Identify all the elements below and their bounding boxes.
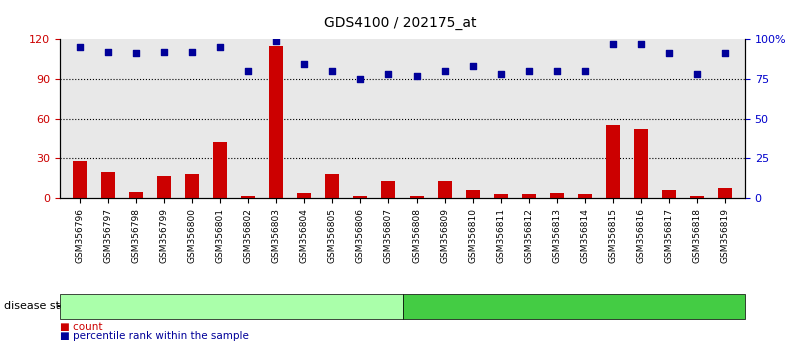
Bar (662, 190, 676, 198)
Point (718, 50, 731, 56)
Bar (409, 195, 424, 198)
Point (494, 71, 507, 77)
Text: healthy control: healthy control (532, 301, 616, 311)
Bar (381, 181, 396, 198)
Bar (73, 161, 87, 198)
Point (298, 62, 311, 67)
Point (550, 68, 563, 74)
Bar (353, 195, 368, 198)
Text: GDS4100 / 202175_at: GDS4100 / 202175_at (324, 16, 477, 30)
Text: ■ percentile rank within the sample: ■ percentile rank within the sample (60, 331, 249, 341)
Bar (690, 195, 704, 198)
Bar (606, 125, 620, 198)
Point (662, 50, 675, 56)
Point (578, 68, 591, 74)
Point (354, 76, 367, 81)
Point (270, 38, 283, 43)
Point (158, 49, 171, 55)
Point (130, 50, 143, 56)
Bar (269, 46, 284, 198)
Bar (521, 194, 536, 198)
Bar (437, 181, 452, 198)
Point (410, 73, 423, 78)
Point (382, 71, 395, 77)
Bar (402, 294, 745, 319)
Point (214, 44, 227, 50)
Bar (101, 172, 115, 198)
Text: pancreatic cancer: pancreatic cancer (181, 301, 281, 311)
Point (690, 71, 703, 77)
Point (634, 41, 647, 46)
Point (466, 63, 479, 69)
Bar (578, 194, 592, 198)
Point (606, 41, 619, 46)
Point (522, 68, 535, 74)
Bar (129, 192, 143, 198)
Bar (185, 175, 199, 198)
Bar (718, 188, 732, 198)
Point (242, 68, 255, 74)
Point (74, 44, 87, 50)
Bar (634, 129, 648, 198)
Bar (297, 193, 312, 198)
Bar (465, 190, 480, 198)
Point (326, 68, 339, 74)
Point (438, 68, 451, 74)
Bar (493, 194, 508, 198)
Text: disease state: disease state (4, 301, 78, 311)
Point (102, 49, 115, 55)
Text: ■ count: ■ count (60, 322, 103, 332)
Bar (213, 142, 227, 198)
Bar (325, 175, 340, 198)
Bar (157, 176, 171, 198)
Bar (241, 195, 256, 198)
Bar (549, 193, 564, 198)
Point (186, 49, 199, 55)
Bar (60, 294, 402, 319)
